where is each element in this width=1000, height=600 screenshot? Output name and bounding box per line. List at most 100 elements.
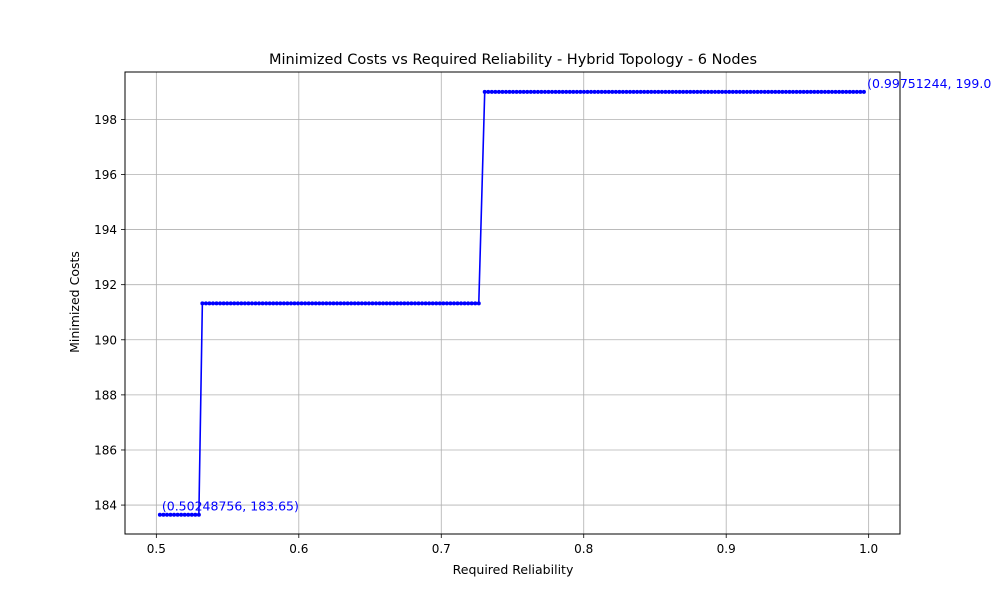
data-point (822, 89, 827, 94)
data-point (610, 89, 615, 94)
x-tick-label: 0.7 (432, 542, 451, 556)
data-point (521, 89, 526, 94)
x-tick-label: 0.8 (574, 542, 593, 556)
point-annotation: (0.50248756, 183.65) (162, 499, 299, 514)
data-point (221, 301, 226, 306)
data-point (606, 89, 611, 94)
data-point (242, 301, 247, 306)
data-point (278, 301, 283, 306)
data-point (744, 89, 749, 94)
data-point (635, 89, 640, 94)
data-point (402, 301, 407, 306)
data-point (281, 301, 286, 306)
data-point (210, 301, 215, 306)
data-point (691, 89, 696, 94)
data-point (631, 89, 636, 94)
data-point (172, 512, 177, 517)
data-point (203, 301, 208, 306)
data-point (306, 301, 311, 306)
data-point (352, 301, 357, 306)
data-point (815, 89, 820, 94)
data-point (592, 89, 597, 94)
data-point (589, 89, 594, 94)
data-point (239, 301, 244, 306)
x-tick-label: 0.9 (717, 542, 736, 556)
data-point (617, 89, 622, 94)
data-point (727, 89, 732, 94)
data-point (776, 89, 781, 94)
data-point (175, 512, 180, 517)
data-point (514, 89, 519, 94)
data-point (164, 512, 169, 517)
axes: 0.5 0.6 0.7 0.8 0.9 1.0 184 186 188 190 192 194 196 1… (94, 71, 901, 556)
data-point (759, 89, 764, 94)
data-point (331, 301, 336, 306)
data-point (748, 89, 753, 94)
data-point (766, 89, 771, 94)
data-point (798, 89, 803, 94)
data-point (186, 512, 191, 517)
chart-title: Minimized Costs vs Required Reliability … (269, 52, 757, 68)
data-point (613, 89, 618, 94)
data-point (257, 301, 262, 306)
data-point (374, 301, 379, 306)
data-point (861, 89, 866, 94)
data-point (550, 89, 555, 94)
data-point (366, 301, 371, 306)
point-annotation: (0.99751244, 199.0 (867, 76, 991, 91)
data-point (546, 89, 551, 94)
data-point (271, 301, 276, 306)
data-point (826, 89, 831, 94)
data-point (599, 89, 604, 94)
data-point (705, 89, 710, 94)
data-point (723, 89, 728, 94)
data-point (532, 89, 537, 94)
data-point (553, 89, 558, 94)
data-point (214, 301, 219, 306)
data-point (755, 89, 760, 94)
data-point (189, 512, 194, 517)
data-point (787, 89, 792, 94)
data-point (430, 301, 435, 306)
data-point (564, 89, 569, 94)
data-point (359, 301, 364, 306)
data-point (455, 301, 460, 306)
data-point (441, 301, 446, 306)
data-point (232, 301, 237, 306)
data-point (388, 301, 393, 306)
data-point (264, 301, 269, 306)
data-point (709, 89, 714, 94)
data-point (420, 301, 425, 306)
data-point (649, 89, 654, 94)
data-point (320, 301, 325, 306)
data-point (837, 89, 842, 94)
data-point (808, 89, 813, 94)
data-point (459, 301, 464, 306)
data-point (645, 89, 650, 94)
data-point (486, 89, 491, 94)
data-point (381, 301, 386, 306)
data-point (338, 301, 343, 306)
data-point (659, 89, 664, 94)
y-tick-label: 192 (94, 278, 117, 292)
x-tick-label: 0.5 (147, 542, 166, 556)
data-point (716, 89, 721, 94)
data-point (324, 301, 329, 306)
data-point (801, 89, 806, 94)
data-point (628, 89, 633, 94)
data-point (444, 301, 449, 306)
data-point (851, 89, 856, 94)
data-point (296, 301, 301, 306)
data-point (741, 89, 746, 94)
data-point (670, 89, 675, 94)
data-point (663, 89, 668, 94)
data-point (677, 89, 682, 94)
data-point (246, 301, 251, 306)
data-point (409, 301, 414, 306)
data-point (412, 301, 417, 306)
data-point (840, 89, 845, 94)
data-point (285, 301, 290, 306)
y-tick-label: 196 (94, 168, 117, 182)
data-point (235, 301, 240, 306)
data-point (702, 89, 707, 94)
